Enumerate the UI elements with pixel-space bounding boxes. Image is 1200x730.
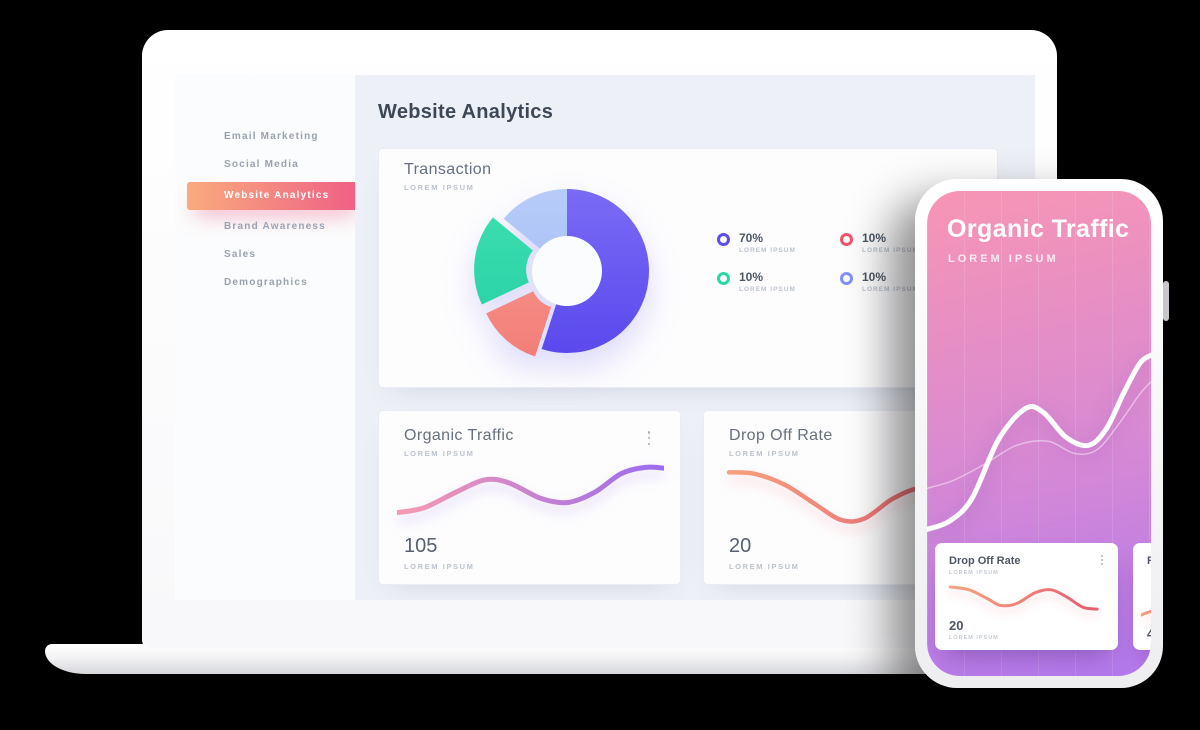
legend-ring-red-icon — [840, 233, 853, 246]
legend-ring-blue-icon — [840, 272, 853, 285]
organic-traffic-card: Organic Traffic LOREM IPSUM 105 LOREM IP… — [378, 410, 681, 585]
phone-partial-value-block: 4 — [1147, 626, 1151, 641]
sidebar: Email Marketing Social Media Website Ana… — [175, 75, 363, 600]
legend-label: LOREM IPSUM — [862, 286, 919, 293]
organic-card-header: Organic Traffic LOREM IPSUM — [404, 427, 514, 458]
dropoff-card-header: Drop Off Rate LOREM IPSUM — [729, 427, 833, 458]
organic-value-label: LOREM IPSUM — [404, 562, 475, 571]
transaction-card-subtitle: LOREM IPSUM — [404, 183, 475, 192]
phone-partial-title: R — [1147, 555, 1151, 567]
cards-row: Organic Traffic LOREM IPSUM 105 LOREM IP… — [378, 410, 998, 585]
dropoff-value: 20 — [729, 535, 752, 557]
phone-partial-value: 4 — [1147, 626, 1151, 641]
legend-pct: 70% — [739, 231, 764, 245]
sidebar-item-website-analytics[interactable]: Website Analytics — [187, 182, 363, 210]
organic-card-title: Organic Traffic — [404, 427, 514, 444]
donut-legend: 70% LOREM IPSUM 10% LOREM IPSUM 10% — [717, 231, 963, 293]
phone-title: Organic Traffic — [947, 215, 1130, 243]
legend-label: LOREM IPSUM — [739, 286, 796, 293]
phone-organic-line-chart — [927, 352, 1151, 532]
phone-partial-line-chart — [1141, 609, 1151, 617]
sidebar-item-sales[interactable]: Sales — [224, 249, 257, 260]
phone-power-button — [1163, 281, 1169, 321]
legend-item: 70% LOREM IPSUM — [717, 231, 840, 254]
laptop-frame: Email Marketing Social Media Website Ana… — [142, 30, 1057, 648]
kebab-menu-icon[interactable] — [1098, 555, 1106, 565]
phone-screen: Organic Traffic LOREM IPSUM Drop Off Rat… — [927, 191, 1151, 676]
phone-dropoff-card: Drop Off Rate LOREM IPSUM 20 LOREM IPSUM — [935, 543, 1118, 650]
dropoff-value-block: 20 LOREM IPSUM — [729, 535, 800, 571]
legend-ring-teal-icon — [717, 272, 730, 285]
sidebar-item-brand-awareness[interactable]: Brand Awareness — [224, 221, 326, 232]
dropoff-card-title: Drop Off Rate — [729, 427, 833, 444]
kebab-menu-icon[interactable] — [644, 431, 654, 445]
legend-ring-purple-icon — [717, 233, 730, 246]
page-title: Website Analytics — [378, 101, 554, 123]
sidebar-item-social-media[interactable]: Social Media — [224, 159, 299, 170]
legend-label: LOREM IPSUM — [862, 247, 919, 254]
legend-pct: 10% — [862, 270, 887, 284]
laptop-screen: Email Marketing Social Media Website Ana… — [175, 75, 1035, 600]
legend-pct: 10% — [862, 231, 887, 245]
transaction-card-title: Transaction — [404, 161, 492, 178]
legend-pct: 10% — [739, 270, 764, 284]
transaction-card-header: Transaction LOREM IPSUM — [404, 161, 491, 192]
organic-value-block: 105 LOREM IPSUM — [404, 535, 475, 571]
dropoff-card-subtitle: LOREM IPSUM — [729, 449, 800, 458]
phone: Organic Traffic LOREM IPSUM Drop Off Rat… — [915, 179, 1169, 688]
legend-item: 10% LOREM IPSUM — [840, 270, 963, 293]
organic-value: 105 — [404, 535, 438, 557]
transaction-donut-chart — [474, 189, 649, 357]
phone-subtitle: LOREM IPSUM — [948, 253, 1059, 265]
dropoff-value-label: LOREM IPSUM — [729, 562, 800, 571]
organic-line-chart — [397, 464, 664, 516]
phone-dropoff-value-label: LOREM IPSUM — [949, 635, 999, 641]
phone-dropoff-line-chart — [948, 585, 1099, 611]
sidebar-item-demographics[interactable]: Demographics — [224, 277, 308, 288]
phone-cards-row: Drop Off Rate LOREM IPSUM 20 LOREM IPSUM… — [935, 543, 1151, 650]
legend-label: LOREM IPSUM — [739, 247, 796, 254]
legend-item: 10% LOREM IPSUM — [717, 270, 840, 293]
phone-dropoff-value-block: 20 LOREM IPSUM — [949, 618, 999, 641]
main-content: Website Analytics Transaction LOREM IPSU… — [355, 75, 1035, 600]
phone-dropoff-value: 20 — [949, 618, 964, 633]
phone-dropoff-title: Drop Off Rate — [949, 555, 1021, 567]
organic-card-subtitle: LOREM IPSUM — [404, 449, 475, 458]
phone-dropoff-subtitle: LOREM IPSUM — [949, 570, 999, 576]
legend-item: 10% LOREM IPSUM — [840, 231, 963, 254]
transaction-card: Transaction LOREM IPSUM 70% LOREM IPSUM — [378, 148, 998, 388]
sidebar-item-email-marketing[interactable]: Email Marketing — [224, 131, 319, 142]
phone-partial-card: R 4 — [1133, 543, 1151, 650]
